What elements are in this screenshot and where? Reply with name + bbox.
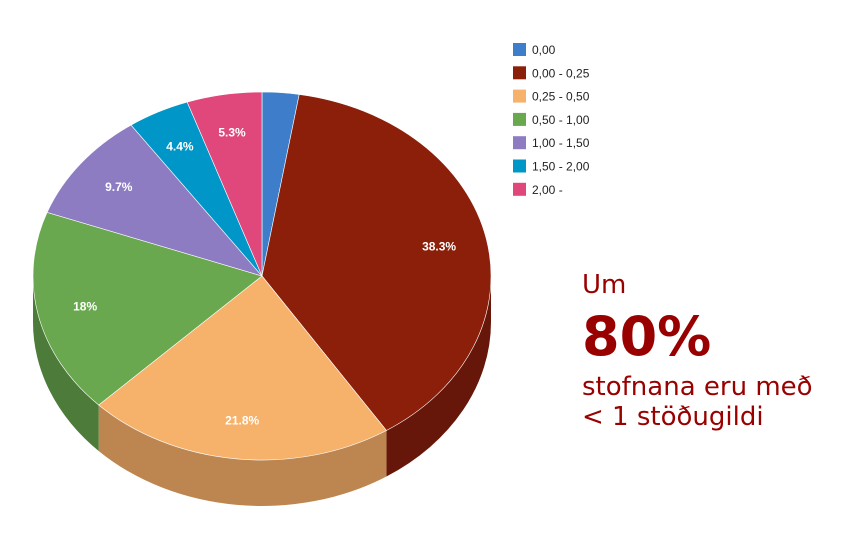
- callout: Um 80% stofnana eru með < 1 stöðugildi: [582, 268, 813, 432]
- pie-data-label: 4.4%: [166, 139, 194, 153]
- pie-slice-2: [98, 275, 387, 461]
- callout-headline: 80%: [582, 305, 712, 368]
- legend-label: 2,00 -: [532, 183, 563, 197]
- legend-label: 1,00 - 1,50: [532, 136, 590, 150]
- pie-side-2: [98, 404, 387, 507]
- legend-label: 0,00: [532, 43, 556, 57]
- legend-label: 0,50 - 1,00: [532, 113, 590, 127]
- legend-label: 1,50 - 2,00: [532, 160, 590, 174]
- legend-swatch: [513, 43, 526, 56]
- pie-slices: [32, 91, 492, 461]
- pie-data-labels: 38.3% 21.8% 18% 9.7% 4.4% 5.3%: [73, 126, 456, 428]
- legend-label: 0,00 - 0,25: [532, 66, 590, 80]
- legend-swatch: [513, 136, 526, 150]
- pie-slice-1: [261, 94, 492, 431]
- legend-swatch: [513, 66, 526, 80]
- callout-prefix: Um: [582, 270, 627, 300]
- pie-data-label: 38.3%: [422, 239, 456, 253]
- pie-side-1: [386, 276, 492, 477]
- pie-data-label: 18%: [73, 300, 97, 314]
- legend-label: 0,25 - 0,50: [532, 90, 590, 104]
- legend: 0,00 0,00 - 0,25 0,25 - 0,50 0,50 - 1,00 1,0…: [513, 43, 590, 197]
- legend-swatch: [513, 182, 526, 196]
- callout-line-2: < 1 stöðugildi: [582, 402, 764, 432]
- pie-slice-4: [46, 124, 263, 277]
- legend-swatch: [513, 159, 526, 173]
- pie-side-3: [33, 276, 99, 451]
- legend-swatch: [513, 112, 526, 126]
- callout-line-1: stofnana eru með: [582, 372, 813, 402]
- pie-slice-3: [32, 212, 263, 406]
- pie-slice-6: [186, 91, 263, 277]
- pie-data-label: 5.3%: [218, 126, 246, 140]
- pie-data-label: 21.8%: [225, 413, 259, 427]
- pie-3d-sides: [33, 276, 492, 507]
- pie-data-label: 9.7%: [105, 180, 133, 194]
- legend-swatch: [513, 89, 526, 103]
